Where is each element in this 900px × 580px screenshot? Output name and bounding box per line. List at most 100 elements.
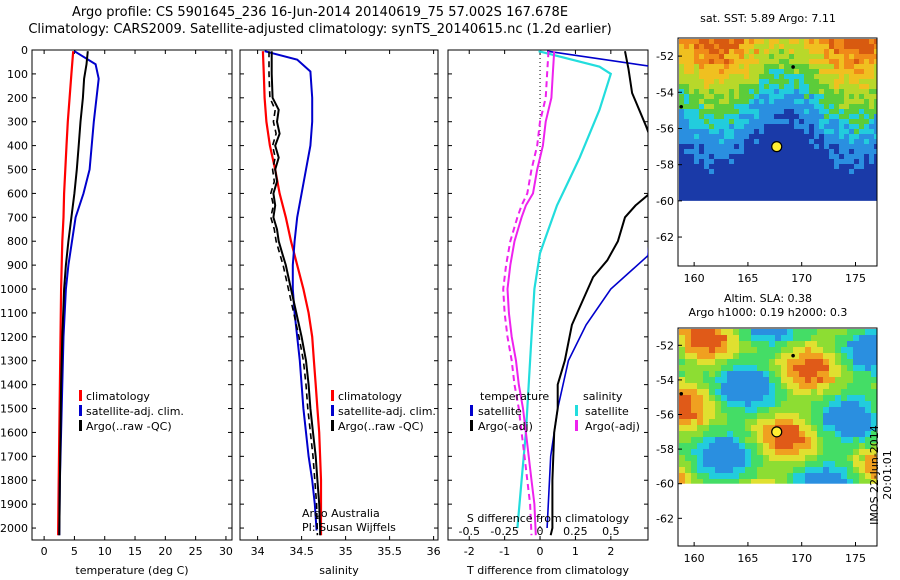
y-tick-label: 900	[7, 259, 28, 272]
y-tick-label: 1000	[0, 283, 28, 296]
map-x-tick-label: 170	[791, 552, 812, 565]
map-y-tick-label: -62	[656, 512, 674, 525]
y-tick-label: 1200	[0, 331, 28, 344]
map-y-tick-label: -52	[656, 339, 674, 352]
y-tick-label: 1500	[0, 403, 28, 416]
salinity-x-tick-label: 34.5	[289, 545, 314, 558]
difference-top-tick-label: 0.5	[602, 525, 620, 538]
y-tick-label: 400	[7, 140, 28, 153]
figure-title-line2: Climatology: CARS2009. Satellite-adjuste…	[28, 22, 612, 37]
annotation-line1: Argo Australia	[302, 507, 380, 520]
legend-swatch	[575, 420, 578, 431]
map-x-tick-label: 175	[845, 552, 866, 565]
legend-swatch	[79, 420, 82, 431]
map-y-tick-label: -56	[656, 122, 674, 135]
series-s-satellite	[516, 50, 613, 529]
other-float-marker	[791, 65, 795, 69]
map-y-tick-label: -52	[656, 50, 674, 63]
difference-frame	[447, 49, 649, 541]
sla-map-subtitle: Argo h1000: 0.19 h2000: 0.3	[689, 306, 848, 319]
figure-title-line1: Argo profile: CS 5901645_236 16-Jun-2014…	[71, 5, 569, 20]
temperature-x-tick-label: 30	[219, 545, 233, 558]
map-y-tick-label: -60	[656, 478, 674, 491]
legend-swatch	[79, 390, 82, 401]
salinity-x-tick-label: 36	[427, 545, 441, 558]
temperature-x-tick-label: 0	[41, 545, 48, 558]
y-tick-label: 1800	[0, 474, 28, 487]
legend-entry: satellite-adj. clim.	[338, 405, 436, 418]
annotation-line2: PI: Susan Wijffels	[302, 521, 396, 534]
difference-x-tick-label: -1	[499, 545, 510, 558]
legend-swatch	[331, 420, 334, 431]
salinity-x-tick-label: 34	[251, 545, 265, 558]
legend-entry: climatology	[338, 390, 402, 403]
legend-swatch	[470, 405, 473, 416]
legend-swatch	[79, 405, 82, 416]
legend-swatch	[331, 405, 334, 416]
difference-x-axis-label: T difference from climatology	[466, 564, 629, 577]
argo-position-marker	[771, 426, 783, 438]
timestamp-stamp: IMOS 22-Jun-2014 20:01:01	[868, 392, 894, 542]
map-y-tick-label: -54	[656, 374, 674, 387]
map-y-tick-label: -54	[656, 86, 674, 99]
map-y-tick-label: -58	[656, 159, 674, 172]
legend-swatch	[470, 420, 473, 431]
legend-entry: climatology	[86, 390, 150, 403]
map-x-tick-label: 175	[845, 272, 866, 285]
map-y-tick-label: -62	[656, 231, 674, 244]
other-float-marker	[679, 104, 684, 109]
difference-top-tick-label: -0.5	[459, 525, 480, 538]
legend-entry: satellite	[585, 405, 629, 418]
y-tick-label: 1100	[0, 307, 28, 320]
legend-header-salinity: salinity	[583, 390, 623, 403]
temperature-x-tick-label: 10	[98, 545, 112, 558]
difference-panel	[447, 49, 649, 541]
difference-top-tick-label: 0	[537, 525, 544, 538]
sst-map-panel	[677, 37, 878, 267]
difference-x-tick-label: 0	[537, 545, 544, 558]
map-y-tick-label: -58	[656, 443, 674, 456]
series-satellite-adj-clim-	[264, 50, 318, 531]
difference-x-tick-label: -2	[464, 545, 475, 558]
series-s-argo-adj-	[506, 51, 556, 536]
map-y-tick-label: -60	[656, 195, 674, 208]
series-s-argo-dashed-	[502, 51, 550, 536]
sla-map-panel	[677, 327, 878, 547]
y-tick-label: 500	[7, 164, 28, 177]
sst-map-title: sat. SST: 5.89 Argo: 7.11	[700, 12, 836, 25]
series-climatology	[261, 51, 323, 536]
map-x-tick-label: 165	[737, 552, 758, 565]
y-tick-label: 1600	[0, 426, 28, 439]
y-tick-label: 1900	[0, 498, 28, 511]
difference-x-tick-label: 2	[607, 545, 614, 558]
legend-swatch	[575, 405, 578, 416]
temperature-panel	[31, 49, 233, 541]
series-climatology	[57, 51, 75, 536]
legend-entry: Argo(..raw -QC)	[86, 420, 172, 433]
y-tick-label: 0	[21, 44, 28, 57]
y-tick-label: 100	[7, 68, 28, 81]
legend-entry: Argo(..raw -QC)	[338, 420, 424, 433]
y-tick-label: 200	[7, 92, 28, 105]
legend-header-temperature: temperature	[480, 390, 549, 403]
legend-swatch	[331, 390, 334, 401]
y-tick-label: 1700	[0, 450, 28, 463]
map-x-tick-label: 160	[684, 272, 705, 285]
difference-top-tick-label: 0.25	[563, 525, 588, 538]
salinity-panel	[239, 49, 439, 541]
y-tick-label: 1400	[0, 379, 28, 392]
timestamp-text: IMOS 22-Jun-2014 20:01:01	[868, 425, 894, 525]
other-float-marker	[791, 353, 795, 358]
temperature-x-tick-label: 5	[71, 545, 78, 558]
argo-position-marker	[771, 141, 783, 153]
legend-entry: satellite	[478, 405, 522, 418]
y-tick-label: 700	[7, 211, 28, 224]
salinity-x-tick-label: 35.5	[377, 545, 402, 558]
salinity-x-tick-label: 35	[339, 545, 353, 558]
y-tick-label: 1300	[0, 355, 28, 368]
legend-entry: Argo(-adj)	[585, 420, 640, 433]
y-tick-label: 600	[7, 187, 28, 200]
temperature-x-axis-label: temperature (deg C)	[75, 564, 188, 577]
salinity-frame	[239, 49, 439, 541]
legend-entry: Argo(-adj)	[478, 420, 533, 433]
